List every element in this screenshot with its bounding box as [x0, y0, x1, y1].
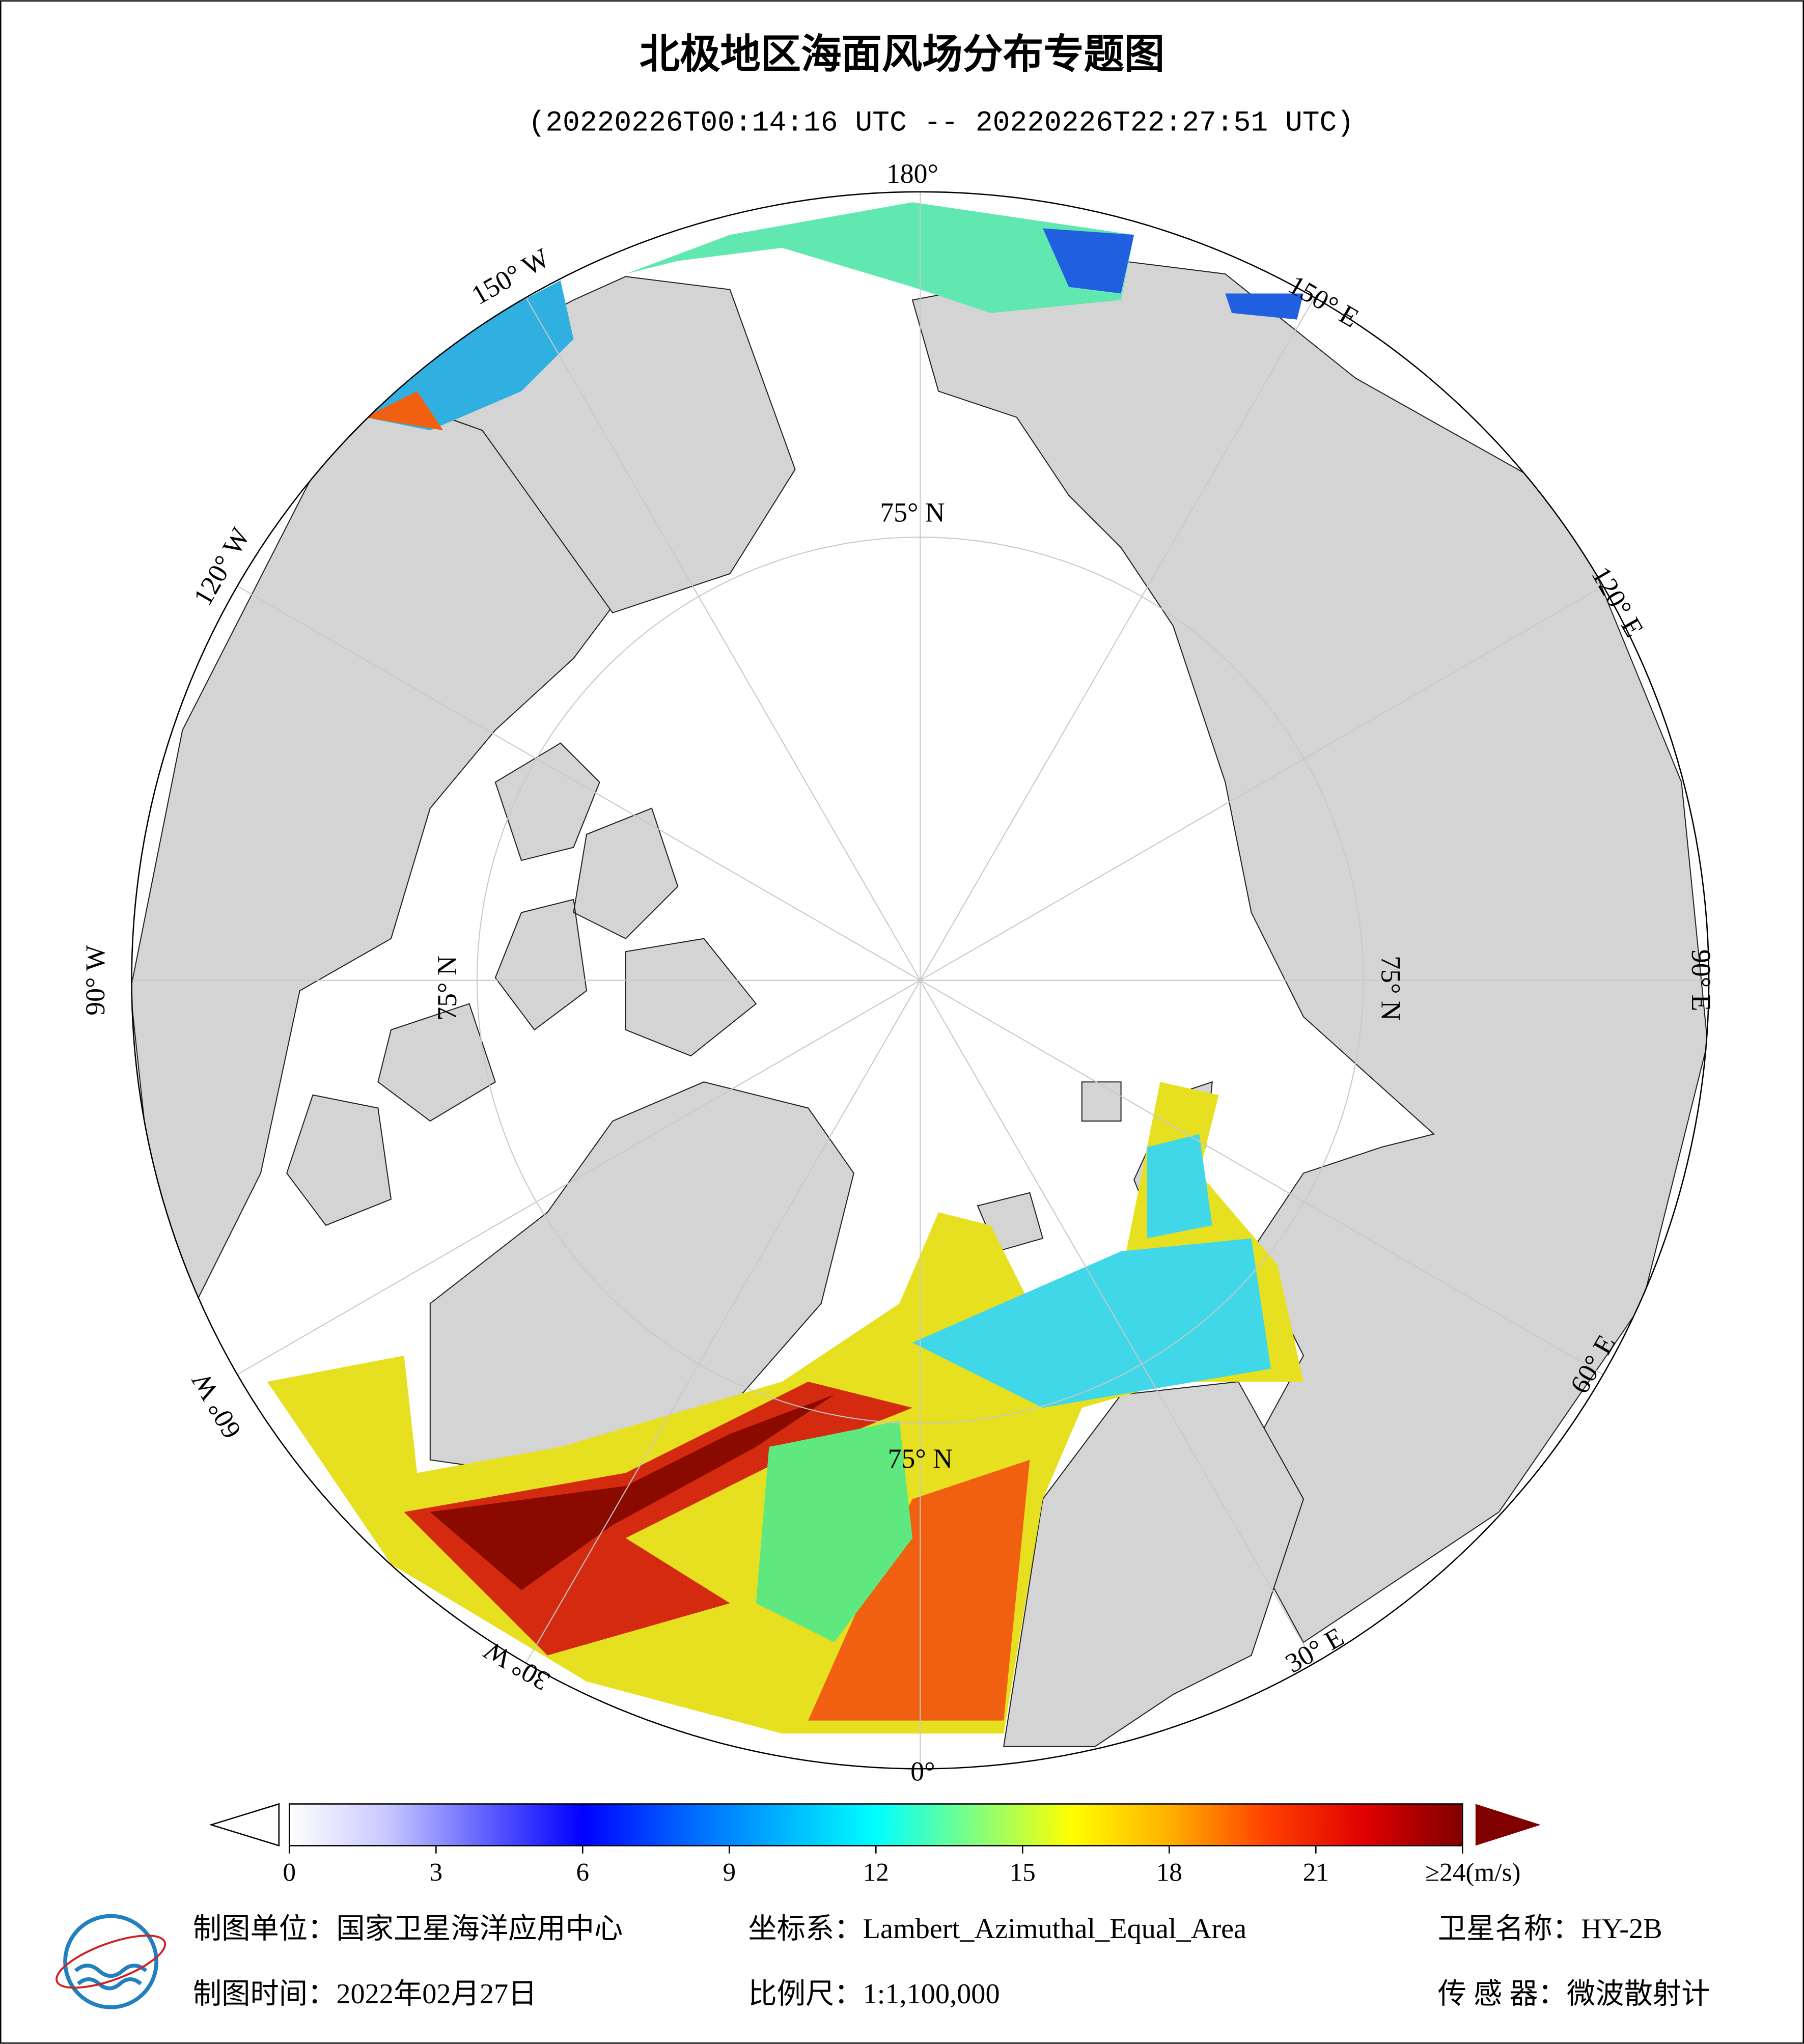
title: 北极地区海面风场分布专题图 — [640, 33, 1164, 77]
meridian — [920, 979, 1604, 1375]
land — [131, 397, 614, 1358]
meridian — [237, 585, 921, 981]
colorbar-under — [209, 1803, 280, 1847]
meridian — [525, 297, 921, 981]
wind-swath — [625, 202, 1134, 313]
lat-label: 75° N — [432, 956, 462, 1021]
colorbar: 0 3 6 9 12 15 18 21 ≥24(m/s) — [209, 1803, 1541, 1887]
wind-swath — [808, 1460, 1030, 1721]
wind-swath — [756, 1420, 912, 1643]
map-border — [131, 191, 1710, 1770]
meridian — [920, 585, 1604, 981]
land — [286, 742, 757, 1226]
colorbar-tick-label: 3 — [430, 1858, 443, 1887]
footer-sensor: 传 感 器：微波散射计 — [1438, 1978, 1710, 2010]
lat-label: 75° N — [1376, 956, 1406, 1021]
meridian — [237, 979, 921, 1375]
colorbar-tick-label: 9 — [723, 1858, 736, 1887]
colorbar-tick-label: ≥24(m/s) — [1425, 1858, 1520, 1887]
footer-coordinate-system: 坐标系：Lambert_Azimuthal_Equal_Area — [748, 1913, 1246, 1945]
colorbar-tick-label: 15 — [1010, 1858, 1036, 1887]
lon-label: 90° E — [1686, 949, 1716, 1012]
meridian — [920, 297, 1315, 981]
footer-unit: 制图单位：国家卫星海洋应用中心 — [193, 1913, 623, 1945]
lat-label: 75° N — [880, 497, 945, 527]
land — [1003, 1381, 1305, 1747]
colorbar-tick-label: 21 — [1303, 1858, 1329, 1887]
footer-scale: 比例尺：1:1,100,000 — [748, 1978, 1000, 2010]
colorbar-tick-label: 18 — [1156, 1858, 1182, 1887]
colorbar-tick-label: 6 — [576, 1858, 590, 1887]
lon-label: 90° W — [80, 945, 110, 1016]
graticule — [131, 191, 1709, 1769]
footer-date: 制图时间：2022年02月27日 — [193, 1978, 537, 2010]
colorbar-over — [1475, 1804, 1541, 1846]
colorbar-tick-label: 0 — [283, 1858, 296, 1887]
colorbar-ramp — [289, 1803, 1463, 1846]
meridian — [525, 980, 921, 1664]
wind-swath — [365, 391, 443, 431]
wind-swath — [430, 1394, 835, 1590]
logo — [55, 1914, 166, 2009]
meridian — [920, 980, 1315, 1664]
subtitle: (20220226T00:14:16 UTC -- 20220226T22:27… — [528, 106, 1354, 139]
footer-satellite: 卫星名称：HY-2B — [1438, 1913, 1662, 1945]
parallel — [476, 537, 1364, 1424]
lon-label: 180° — [886, 158, 938, 189]
wind-swath — [912, 1134, 1271, 1408]
wind-swath — [1042, 228, 1303, 320]
lat-label: 75° N — [888, 1443, 953, 1474]
lon-label: 0° — [910, 1756, 935, 1786]
colorbar-tick-label: 12 — [863, 1858, 889, 1887]
